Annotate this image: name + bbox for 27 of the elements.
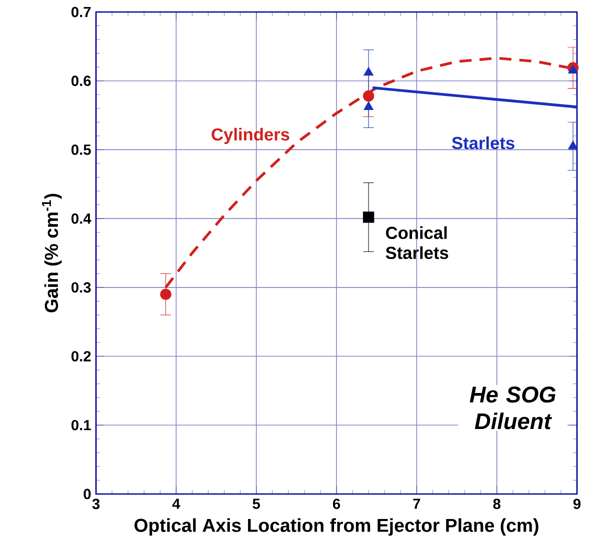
y-tick-label: 0.5 <box>71 144 91 155</box>
series-label: Conical Starlets <box>386 226 448 260</box>
x-tick-label: 3 <box>92 498 100 510</box>
point <box>568 64 578 74</box>
point <box>362 212 374 223</box>
point <box>160 288 172 300</box>
y-tick-label: 0.1 <box>71 420 91 430</box>
text: Starlets <box>452 136 514 150</box>
x-tick-label: 5 <box>252 498 260 509</box>
point <box>568 140 578 150</box>
point <box>364 66 374 76</box>
y-tick-label: 0 <box>84 488 91 500</box>
x-tick-label: 6 <box>332 498 340 510</box>
point <box>362 90 374 102</box>
x-axis-title: Optical Axis Location from Ejector Plane (cm) <box>134 518 538 536</box>
y-tick-label: 0.7 <box>71 6 91 18</box>
x-tick-label: 8 <box>493 498 500 510</box>
y-tick-label: 0.6 <box>71 76 91 86</box>
y-tick-label: 0.3 <box>71 282 91 293</box>
y-tick-label: 0.2 <box>71 351 91 362</box>
annotation: He SOG Diluent <box>470 386 556 430</box>
x-tick-label: 9 <box>573 498 581 510</box>
point <box>364 101 374 110</box>
y-tick-label: 0.4 <box>71 213 92 224</box>
x-tick-label: 4 <box>172 498 180 509</box>
y-axis-title: Gain (% cm$^{-1}$) <box>42 194 62 312</box>
x-tick-label: 7 <box>413 498 420 509</box>
